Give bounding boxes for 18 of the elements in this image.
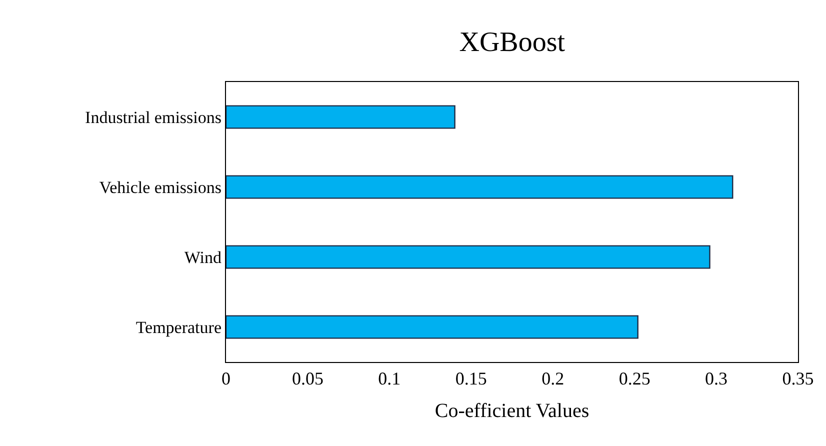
- x-tick-label: 0.1: [378, 368, 401, 389]
- bar: [226, 315, 638, 339]
- chart-title: XGBoost: [459, 26, 566, 58]
- y-tick-label: Industrial emissions: [85, 108, 222, 127]
- x-tick-label: 0.25: [618, 368, 650, 389]
- x-tick-label: 0.35: [782, 368, 814, 389]
- x-tick-label: 0.15: [455, 368, 487, 389]
- y-tick-label: Temperature: [136, 318, 222, 337]
- x-tick-label: 0.2: [542, 368, 564, 389]
- y-tick-label: Vehicle emissions: [99, 178, 222, 197]
- x-tick-label: 0.05: [292, 368, 324, 389]
- x-tick-label: 0.3: [705, 368, 728, 389]
- x-axis-title: Co-efficient Values: [434, 400, 590, 422]
- bar: [226, 105, 456, 129]
- bar: [226, 245, 710, 269]
- bar: [226, 175, 734, 199]
- x-tick-label: 0: [222, 368, 230, 389]
- y-tick-label: Wind: [184, 248, 222, 267]
